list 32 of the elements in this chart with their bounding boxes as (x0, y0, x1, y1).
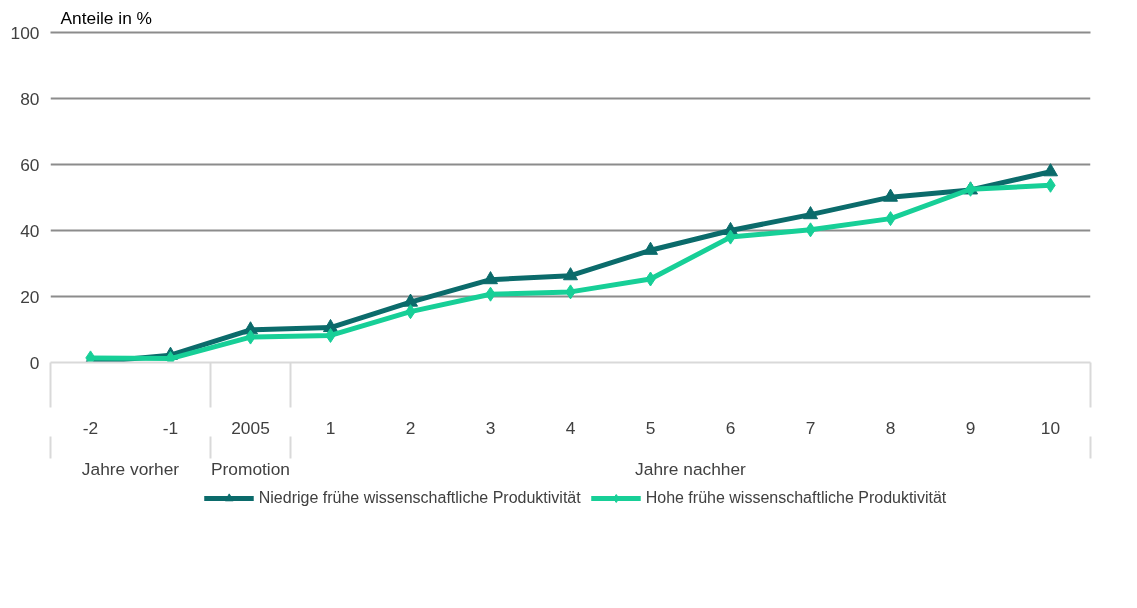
x-tick-label: -2 (82, 417, 99, 438)
x-tick-label: 1 (325, 417, 336, 438)
text: Jahre vorher (81, 458, 180, 479)
x-tick-label: 9 (965, 417, 976, 438)
point (563, 267, 578, 281)
x-tick-label: -1 (162, 417, 179, 438)
x-tick-label: 5 (645, 417, 656, 438)
x-tick-label: 7 (805, 417, 816, 438)
y-axis-title: Anteile in % (60, 7, 153, 28)
y-tick-label: 20 (20, 286, 40, 307)
point (643, 241, 658, 255)
text: Promotion (211, 458, 290, 479)
point (483, 271, 498, 285)
y-tick-label: 40 (20, 220, 40, 241)
point (403, 293, 418, 307)
legend-label: Hohe frühe wissenschaftliche Produktivität (645, 489, 947, 507)
point (803, 206, 818, 220)
point (1043, 163, 1058, 177)
y-tick-label: 60 (20, 154, 40, 175)
point (883, 188, 898, 202)
text: Jahre nachher (635, 458, 747, 479)
x-tick-label: 2005 (231, 417, 270, 438)
x-tick-label: 4 (565, 417, 576, 438)
x-tick-label: 3 (485, 417, 496, 438)
x-tick-label: 10 (1040, 417, 1061, 438)
y-tick-label: 0 (29, 352, 40, 373)
x-tick-label: 2 (405, 417, 416, 438)
x-tick-label: 8 (885, 417, 896, 438)
y-tick-label: 80 (20, 88, 40, 109)
x-tick-label: 6 (725, 417, 736, 438)
y-tick-label: 100 (10, 22, 40, 43)
legend-label: Niedrige frühe wissenschaftliche Produktivität (258, 489, 581, 507)
